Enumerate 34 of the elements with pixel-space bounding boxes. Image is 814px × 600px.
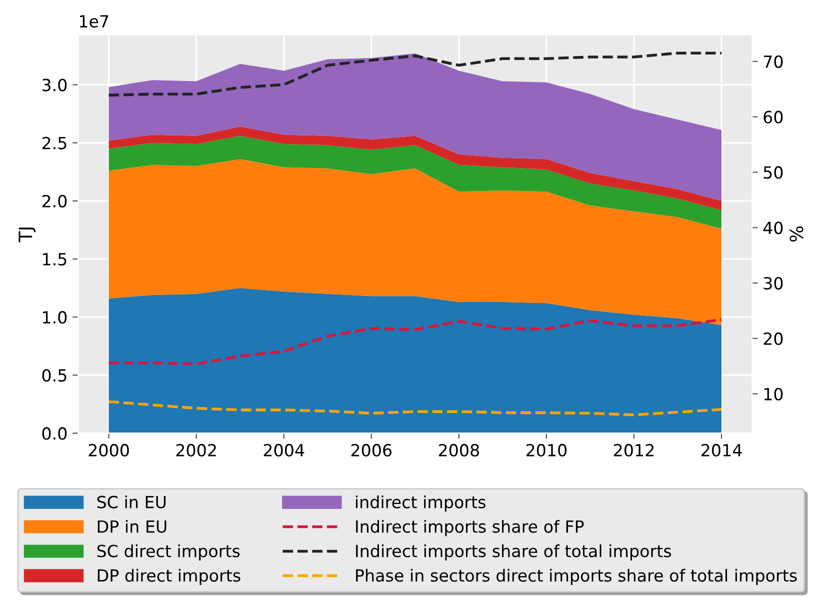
text: 1e7 [80, 15, 108, 28]
x-tick-label: 2014 [702, 444, 742, 457]
y2-tick-label: 60 [764, 110, 783, 124]
y-tick-label: 3.0 [42, 78, 67, 92]
y-tick-label: 2.0 [42, 194, 67, 208]
y2-tick-label: 30 [764, 277, 783, 290]
y-tick-label: 0.0 [42, 427, 67, 440]
x-tick-label: 2004 [264, 444, 304, 457]
x-tick-label: 2006 [351, 444, 392, 457]
x-tick-label: 2010 [526, 444, 567, 457]
y2-axis-title: % [790, 226, 804, 242]
legend-label: DP in EU [98, 520, 166, 533]
y2-tick-label: 70 [764, 55, 783, 68]
legend-label: DP direct imports [98, 568, 240, 585]
x-tick-label: 2000 [88, 444, 129, 457]
y-tick-label: 1.0 [43, 311, 67, 324]
legend-label: Indirect imports share of total imports [356, 544, 672, 561]
y2-tick-label: 20 [764, 332, 783, 346]
x-tick-label: 2002 [176, 444, 216, 457]
legend-label: Indirect imports share of FP [356, 520, 584, 536]
y-tick-label: 2.5 [42, 136, 66, 150]
legend-label: Phase in sectors direct imports share of total imports [356, 568, 797, 585]
x-tick-label: 2008 [438, 444, 479, 457]
legend-label: SC in EU [97, 495, 166, 508]
y2-tick-label: 10 [764, 388, 783, 400]
y2-tick-label: 50 [764, 166, 783, 179]
line-series [107, 52, 723, 97]
x-tick-label: 2012 [614, 444, 654, 457]
y-tick-label: 1.5 [43, 253, 66, 266]
legend-label: SC direct imports [97, 544, 240, 561]
legend-label: indirect imports [356, 495, 486, 512]
y-axis-title: TJ [18, 228, 36, 242]
y-tick-label: 0.5 [42, 369, 66, 382]
y2-tick-label: 40 [763, 222, 783, 234]
